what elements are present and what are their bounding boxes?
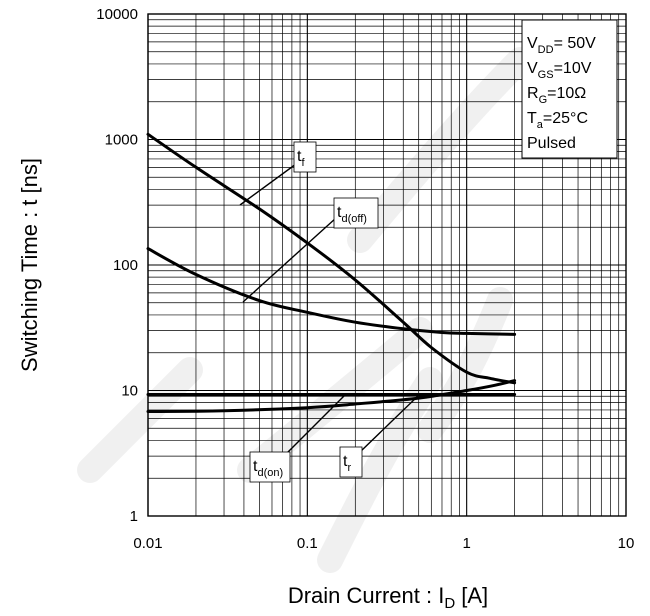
x-tick-label: 10 [618,535,635,552]
plot-grid [147,14,626,517]
series-label-text: td(off) [337,204,367,225]
x-tick-label: 0.1 [297,535,318,552]
y-tick-label: 1 [130,508,138,525]
x-axis-title: Drain Current : ID [A] [288,583,488,612]
condition-line: Pulsed [527,135,576,152]
series-label-t-d-off-: td(off) [333,197,379,229]
watermark-stroke [347,47,533,253]
leader-line-t-r [359,393,421,453]
leader-line-t-f [239,163,297,206]
conditions-box: VDD= 50V VGS=10V RG=10Ω Ta=25°C Pulsed [521,19,618,159]
series-label-text: tr [343,453,351,474]
series-line-t-d-off- [146,247,517,336]
y-axis-title: Switching Time : t [ns] [17,158,42,372]
x-tick-label: 1 [462,535,470,552]
leader-line-t-d-off- [242,217,337,303]
plot-frame [147,13,627,517]
y-tick-label: 10000 [96,6,138,23]
condition-line: VDD= 50V [527,35,596,56]
series-label-t-d-on-: td(on) [249,451,291,483]
y-tick-label: 100 [113,257,138,274]
x-tick-labels: 0.01 0.1 1 10 [133,535,634,552]
y-tick-labels: 1 10 100 1000 10000 [96,6,138,525]
y-tick-label: 1000 [105,132,138,149]
leader-line-t-d-on- [284,394,346,456]
series-label-box [293,141,317,173]
y-tick-label: 10 [121,383,138,400]
series-line-t-f [146,132,517,385]
series-label-box [339,446,363,478]
series-line-t-r [146,379,517,413]
series-label-text: td(on) [253,458,283,479]
series-label-box [333,197,379,229]
series-label-t-f: tf [293,141,317,173]
watermark-stroke [317,367,443,573]
watermark-stroke [417,287,513,443]
x-tick-label: 0.01 [133,535,162,552]
curves [146,132,517,413]
series-label-box [249,451,291,483]
watermark-stroke [77,357,203,483]
curve-label-leaders [239,163,421,456]
series-label-text: tf [297,148,305,169]
condition-line: Ta=25°C [527,110,588,131]
series-label-t-r: tr [339,446,363,478]
watermark [77,47,533,573]
curve-labels: tf td(off) td(on) tr [249,141,379,483]
condition-line: VGS=10V [527,60,592,81]
conditions-frame [521,19,618,159]
condition-line: RG=10Ω [527,85,586,106]
